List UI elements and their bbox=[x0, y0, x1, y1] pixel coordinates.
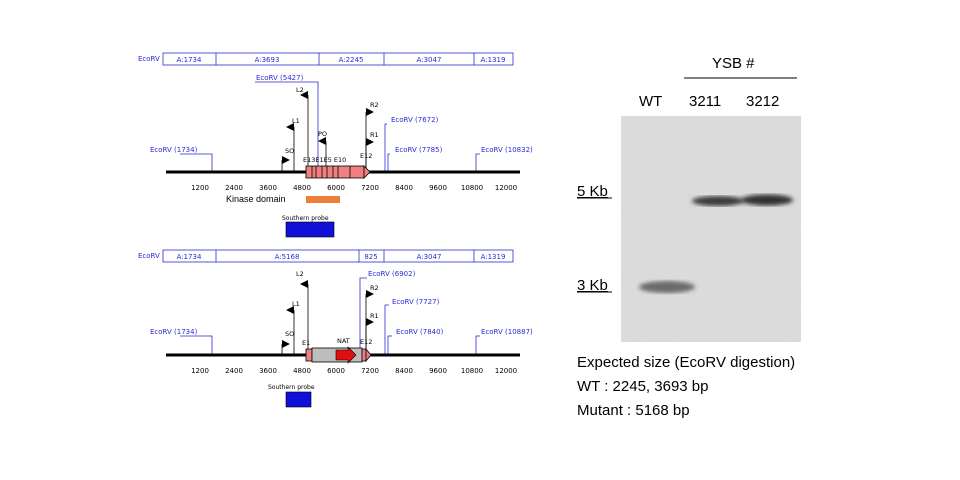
mut-tick-12000: 12000 bbox=[495, 367, 517, 375]
band-3211-5kb bbox=[692, 196, 744, 206]
mut-ecorv-site-1: EcoRV (1734) bbox=[150, 328, 198, 336]
wt-fragment-1: A:1734 bbox=[177, 56, 202, 64]
wt-fragment-header-label: EcoRV bbox=[138, 55, 160, 63]
mut-southern-probe-label: Southern probe bbox=[268, 384, 315, 391]
lane-label-3212: 3212 bbox=[746, 93, 779, 110]
mut-fragment-5: A:1319 bbox=[481, 253, 506, 261]
southern-blot: YSB # WT 3211 3212 5 Kb 3 Kb Expected si… bbox=[577, 55, 801, 419]
wt-ecorv-site-5: EcoRV (10832) bbox=[481, 146, 533, 154]
lane-label-3211: 3211 bbox=[689, 93, 721, 110]
mutant-map: EcoRV A:1734 A:5168 825 A:3047 A:1319 Ec… bbox=[138, 249, 533, 408]
ysb-group-label: YSB # bbox=[712, 55, 755, 72]
mut-tick-2400: 2400 bbox=[225, 367, 243, 375]
mut-ecorv-site-3: EcoRV (7727) bbox=[392, 298, 440, 306]
kinase-domain-label: Kinase domain bbox=[226, 194, 286, 204]
nat-arrow bbox=[335, 346, 357, 364]
wt-axis-ticks: 1200 2400 3600 4800 6000 7200 8400 9600 … bbox=[191, 184, 517, 192]
mut-tick-4800: 4800 bbox=[293, 367, 311, 375]
wt-ecorv-site-3: EcoRV (7672) bbox=[391, 116, 439, 124]
wt-tick-4800: 4800 bbox=[293, 184, 311, 192]
mut-primer-so: SO bbox=[285, 330, 294, 338]
mut-fragment-3: 825 bbox=[364, 253, 377, 261]
mut-exon-e12: E12 bbox=[360, 338, 372, 346]
mut-ecorv-site-4: EcoRV (7840) bbox=[396, 328, 444, 336]
wt-southern-probe-label: Southern probe bbox=[282, 215, 329, 222]
wt-tick-2400: 2400 bbox=[225, 184, 243, 192]
expected-size-wt: WT : 2245, 3693 bp bbox=[577, 378, 708, 395]
wt-primer-flags: L2 L1 SO PO R2 R1 E12 E13E1E5 E10 bbox=[281, 86, 379, 172]
mut-ecorv-site-5: EcoRV (10887) bbox=[481, 328, 533, 336]
wt-tick-9600: 9600 bbox=[429, 184, 447, 192]
wt-tick-3600: 3600 bbox=[259, 184, 277, 192]
wt-primer-l2: L2 bbox=[296, 86, 304, 94]
wt-exons-block bbox=[305, 165, 365, 179]
wt-ecorv-site-2: EcoRV (5427) bbox=[256, 74, 304, 82]
size-marker-3kb: 3 Kb bbox=[577, 277, 608, 294]
mut-exon-e1: E1 bbox=[302, 339, 310, 347]
mut-tick-3600: 3600 bbox=[259, 367, 277, 375]
mut-southern-probe-bar bbox=[285, 391, 312, 408]
wt-exon-e12: E12 bbox=[360, 152, 372, 160]
wt-primer-so: SO bbox=[285, 147, 294, 155]
wt-primer-l1: L1 bbox=[292, 117, 300, 125]
wt-tick-12000: 12000 bbox=[495, 184, 517, 192]
wt-fragment-2: A:3693 bbox=[255, 56, 280, 64]
mut-fragment-header-label: EcoRV bbox=[138, 252, 160, 260]
band-3212-5kb bbox=[741, 194, 793, 206]
wt-tick-7200: 7200 bbox=[361, 184, 379, 192]
mut-ecorv-site-2: EcoRV (6902) bbox=[368, 270, 416, 278]
wt-exon-labels: E13E1E5 E10 bbox=[303, 156, 346, 164]
wt-tick-10800: 10800 bbox=[461, 184, 483, 192]
mut-fragment-1: A:1734 bbox=[177, 253, 202, 261]
mut-tick-9600: 9600 bbox=[429, 367, 447, 375]
mut-tick-10800: 10800 bbox=[461, 367, 483, 375]
lane-label-wt: WT bbox=[639, 93, 662, 110]
wt-primer-r1: R1 bbox=[370, 131, 379, 139]
band-wt-3kb bbox=[639, 281, 695, 293]
expected-size-mutant: Mutant : 5168 bp bbox=[577, 402, 690, 419]
wt-fragment-5: A:1319 bbox=[481, 56, 506, 64]
kinase-domain-bar bbox=[306, 196, 340, 203]
mut-primer-l1: L1 bbox=[292, 300, 300, 308]
wt-southern-probe-bar bbox=[285, 221, 335, 238]
mut-primer-flags: L2 L1 SO R2 R1 E12 E1 NAT bbox=[281, 270, 379, 355]
wt-tick-8400: 8400 bbox=[395, 184, 413, 192]
wt-primer-po: PO bbox=[318, 130, 327, 138]
mut-primer-r2: R2 bbox=[370, 284, 379, 292]
wt-tick-1200: 1200 bbox=[191, 184, 209, 192]
size-marker-5kb: 5 Kb bbox=[577, 183, 608, 200]
wt-fragment-4: A:3047 bbox=[417, 56, 442, 64]
mut-axis-ticks: 1200 2400 3600 4800 6000 7200 8400 9600 … bbox=[191, 367, 517, 375]
wt-tick-6000: 6000 bbox=[327, 184, 345, 192]
mut-tick-8400: 8400 bbox=[395, 367, 413, 375]
wt-fragment-3: A:2245 bbox=[339, 56, 364, 64]
mut-tick-6000: 6000 bbox=[327, 367, 345, 375]
mut-primer-r1: R1 bbox=[370, 312, 379, 320]
wt-fragment-box bbox=[162, 52, 514, 66]
mut-fragment-2: A:5168 bbox=[275, 253, 300, 261]
mut-tick-7200: 7200 bbox=[361, 367, 379, 375]
nat-label: NAT bbox=[337, 337, 350, 345]
wt-primer-r2: R2 bbox=[370, 101, 379, 109]
mut-tick-1200: 1200 bbox=[191, 367, 209, 375]
expected-size-title: Expected size (EcoRV digestion) bbox=[577, 354, 795, 371]
mut-fragment-4: A:3047 bbox=[417, 253, 442, 261]
wt-ecorv-site-4: EcoRV (7785) bbox=[395, 146, 443, 154]
wt-map: EcoRV A:1734 A:3693 A:2245 A:3047 A:1319… bbox=[138, 52, 533, 238]
mut-fragment-box bbox=[162, 249, 514, 263]
mut-primer-l2: L2 bbox=[296, 270, 304, 278]
wt-ecorv-site-1: EcoRV (1734) bbox=[150, 146, 198, 154]
